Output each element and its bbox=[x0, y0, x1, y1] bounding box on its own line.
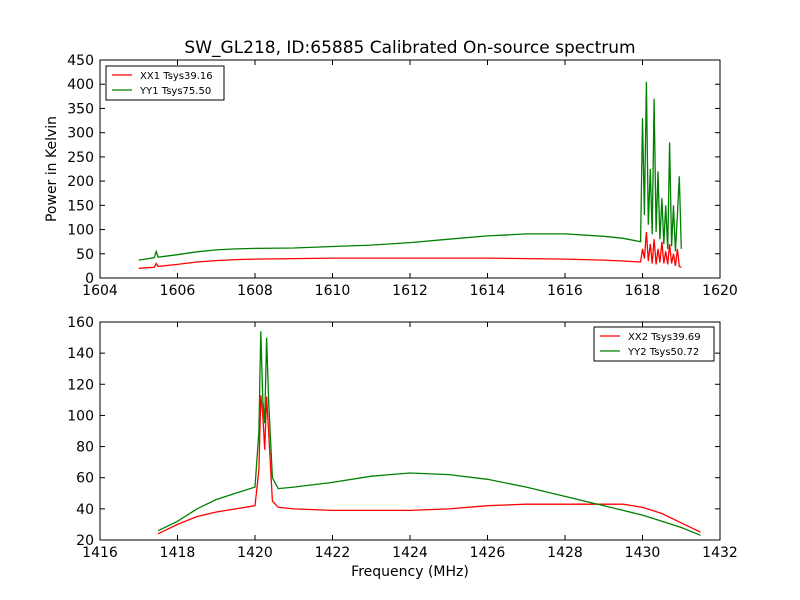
y-tick-label: 100 bbox=[67, 408, 94, 424]
figure-title: SW_GL218, ID:65885 Calibrated On-source … bbox=[184, 38, 635, 58]
y-tick-label: 160 bbox=[67, 315, 94, 331]
y-tick-label: 350 bbox=[67, 101, 94, 117]
x-tick-label: 1620 bbox=[702, 283, 738, 299]
y-axis-label: Power in Kelvin bbox=[44, 116, 60, 222]
y-tick-label: 120 bbox=[67, 377, 94, 393]
series-line-xx bbox=[157, 395, 701, 535]
y-tick-label: 20 bbox=[76, 533, 94, 549]
x-tick-label: 1426 bbox=[470, 545, 506, 561]
legend: XX1 Tsys39.16 YY1 Tsys75.50 bbox=[105, 65, 225, 101]
x-tick-label: 1610 bbox=[315, 283, 351, 299]
legend-label: YY2 Tsys50.72 bbox=[627, 347, 699, 358]
legend-box bbox=[105, 65, 225, 101]
x-tick-label: 1432 bbox=[702, 545, 738, 561]
legend-label: YY1 Tsys75.50 bbox=[139, 86, 211, 97]
x-tick-label: 1604 bbox=[82, 283, 118, 299]
y-tick-label: 200 bbox=[67, 174, 94, 190]
x-tick-label: 1430 bbox=[625, 545, 661, 561]
series-line-yy bbox=[157, 331, 701, 536]
legend-label: XX2 Tsys39.69 bbox=[628, 332, 701, 343]
y-tick-label: 150 bbox=[67, 198, 94, 214]
y-tick-label: 0 bbox=[85, 271, 94, 287]
y-tick-label: 50 bbox=[76, 247, 94, 263]
x-tick-label: 1608 bbox=[237, 283, 273, 299]
x-tick-label: 1424 bbox=[392, 545, 428, 561]
y-tick-label: 300 bbox=[67, 126, 94, 142]
x-tick-label: 1616 bbox=[547, 283, 583, 299]
x-axis-label: Frequency (MHz) bbox=[351, 564, 469, 580]
x-tick-label: 1422 bbox=[315, 545, 351, 561]
legend: XX2 Tsys39.69 YY2 Tsys50.72 bbox=[593, 326, 715, 362]
y-tick-label: 450 bbox=[67, 53, 94, 69]
y-tick-label: 140 bbox=[67, 346, 94, 362]
y-tick-label: 100 bbox=[67, 223, 94, 239]
y-tick-label: 40 bbox=[76, 502, 94, 518]
bottom-plot: 1416 1418 1420 1422 1424 1426 1428 1430 1432 20 40… bbox=[67, 315, 738, 580]
x-tick-label: 1618 bbox=[625, 283, 661, 299]
series-line-yy bbox=[138, 81, 682, 261]
x-tick-label: 1420 bbox=[237, 545, 273, 561]
y-tick-label: 60 bbox=[76, 471, 94, 487]
series-line-xx bbox=[138, 231, 682, 269]
y-tick-label: 400 bbox=[67, 77, 94, 93]
y-tick-label: 250 bbox=[67, 150, 94, 166]
x-tick-label: 1418 bbox=[160, 545, 196, 561]
x-tick-label: 1606 bbox=[160, 283, 196, 299]
x-tick-label: 1428 bbox=[547, 545, 583, 561]
legend-box bbox=[593, 326, 715, 362]
legend-label: XX1 Tsys39.16 bbox=[140, 71, 213, 82]
x-tick-label: 1612 bbox=[392, 283, 428, 299]
x-tick-label: 1614 bbox=[470, 283, 506, 299]
x-tick-label: 1416 bbox=[82, 545, 118, 561]
top-plot: 1604 1606 1608 1610 1612 1614 1616 1618 1620 0 50 1… bbox=[44, 53, 738, 299]
y-tick-label: 80 bbox=[76, 440, 94, 456]
